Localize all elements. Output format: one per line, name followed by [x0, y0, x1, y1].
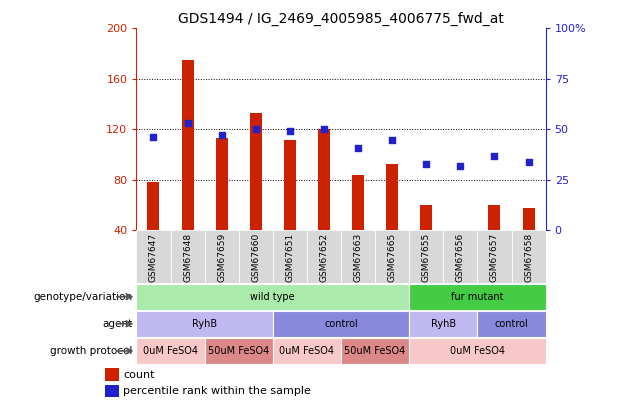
- Text: RyhB: RyhB: [192, 319, 217, 329]
- Bar: [136, 311, 273, 337]
- Point: [285, 128, 295, 134]
- Text: GSM67657: GSM67657: [490, 233, 499, 282]
- Bar: [273, 230, 307, 283]
- Point: [455, 162, 465, 169]
- Text: GSM67659: GSM67659: [217, 233, 226, 282]
- Point: [524, 158, 534, 165]
- Bar: [409, 230, 443, 283]
- Text: count: count: [123, 370, 154, 380]
- Text: agent: agent: [102, 319, 132, 329]
- Bar: [477, 311, 546, 337]
- Text: 0uM FeSO4: 0uM FeSO4: [143, 346, 198, 356]
- Text: GSM67665: GSM67665: [388, 233, 397, 282]
- Text: control: control: [495, 319, 528, 329]
- Bar: [239, 230, 273, 283]
- Bar: [341, 230, 375, 283]
- Bar: [523, 208, 534, 230]
- Bar: [205, 230, 239, 283]
- Text: RyhB: RyhB: [431, 319, 456, 329]
- Title: GDS1494 / IG_2469_4005985_4006775_fwd_at: GDS1494 / IG_2469_4005985_4006775_fwd_at: [178, 12, 504, 26]
- Bar: [205, 338, 273, 364]
- Bar: [409, 311, 477, 337]
- Text: GSM67656: GSM67656: [456, 233, 465, 282]
- Text: 0uM FeSO4: 0uM FeSO4: [280, 346, 334, 356]
- Bar: [409, 284, 546, 310]
- Point: [422, 160, 432, 167]
- Bar: [136, 284, 409, 310]
- Bar: [136, 230, 171, 283]
- Text: GSM67655: GSM67655: [422, 233, 431, 282]
- Bar: [318, 130, 330, 230]
- Bar: [341, 338, 409, 364]
- Text: 0uM FeSO4: 0uM FeSO4: [450, 346, 505, 356]
- Bar: [284, 139, 296, 230]
- Text: GSM67663: GSM67663: [353, 233, 363, 282]
- Bar: [148, 182, 159, 230]
- Text: control: control: [324, 319, 358, 329]
- Bar: [352, 175, 364, 230]
- Text: fur mutant: fur mutant: [451, 292, 503, 302]
- Point: [353, 144, 363, 151]
- Bar: [105, 385, 118, 397]
- Bar: [477, 230, 512, 283]
- Bar: [136, 338, 205, 364]
- Bar: [375, 230, 409, 283]
- Bar: [512, 230, 546, 283]
- Text: GSM67658: GSM67658: [524, 233, 533, 282]
- Text: GSM67652: GSM67652: [319, 233, 329, 282]
- Point: [387, 136, 397, 143]
- Point: [217, 132, 227, 139]
- Point: [490, 152, 500, 159]
- Point: [182, 120, 192, 127]
- Bar: [489, 205, 500, 230]
- Bar: [443, 230, 477, 283]
- Text: growth protocol: growth protocol: [50, 346, 132, 356]
- Text: GSM67651: GSM67651: [285, 233, 294, 282]
- Bar: [273, 311, 409, 337]
- Bar: [216, 138, 228, 230]
- Bar: [409, 338, 546, 364]
- Text: GSM67660: GSM67660: [251, 233, 260, 282]
- Bar: [386, 164, 398, 230]
- Point: [319, 126, 329, 132]
- Bar: [182, 60, 193, 230]
- Point: [250, 126, 261, 132]
- Text: 50uM FeSO4: 50uM FeSO4: [345, 346, 405, 356]
- Text: GSM67647: GSM67647: [149, 233, 158, 282]
- Text: wild type: wild type: [250, 292, 295, 302]
- Bar: [273, 338, 341, 364]
- Bar: [307, 230, 341, 283]
- Point: [149, 134, 159, 141]
- Text: GSM67648: GSM67648: [183, 233, 192, 282]
- Bar: [170, 230, 205, 283]
- Bar: [420, 205, 432, 230]
- Text: percentile rank within the sample: percentile rank within the sample: [123, 386, 311, 396]
- Bar: [250, 113, 262, 230]
- Bar: [105, 368, 118, 381]
- Text: 50uM FeSO4: 50uM FeSO4: [208, 346, 269, 356]
- Text: genotype/variation: genotype/variation: [33, 292, 132, 302]
